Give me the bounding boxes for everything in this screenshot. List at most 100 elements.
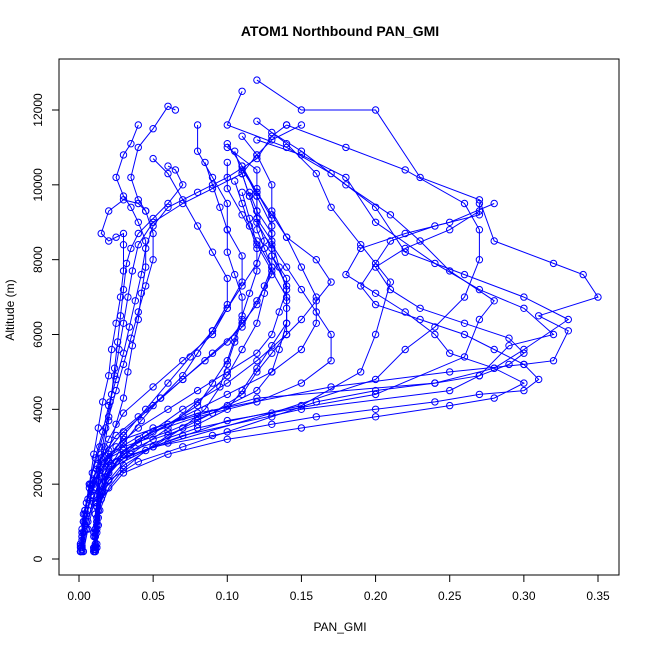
data-point (223, 304, 232, 312)
data-point (78, 545, 86, 554)
data-point (260, 237, 269, 245)
data-point (253, 300, 261, 309)
data-point (179, 372, 187, 380)
data-point (193, 420, 202, 428)
data-point (134, 199, 143, 208)
data-point (535, 375, 543, 384)
data-point (475, 315, 484, 324)
data-point (253, 226, 261, 234)
data-point (201, 357, 209, 365)
data-point (193, 386, 202, 395)
data-point (342, 143, 350, 152)
data-point (342, 270, 350, 279)
data-point (90, 450, 98, 458)
data-point (128, 342, 137, 350)
series-line (80, 79, 599, 552)
data-point (505, 360, 513, 369)
data-point (549, 330, 558, 339)
data-point (81, 506, 89, 515)
data-point (105, 237, 113, 245)
data-point (119, 196, 128, 204)
data-point (490, 345, 498, 354)
data-point (231, 338, 239, 346)
y-axis: 0 2000 4000 6000 8000 10000 12000 (31, 93, 60, 562)
data-point (164, 102, 172, 111)
data-point (431, 398, 439, 406)
data-point (297, 315, 306, 324)
flight-profile-series (91, 121, 306, 554)
data-point (91, 454, 100, 462)
data-point (119, 439, 128, 447)
data-point (112, 375, 120, 384)
data-point (386, 237, 395, 245)
data-point (253, 244, 261, 253)
data-point (193, 413, 202, 421)
x-tick-label: 0.20 (364, 589, 388, 603)
data-point (112, 420, 120, 428)
data-point (119, 319, 128, 327)
data-point (253, 349, 261, 357)
data-point (208, 173, 217, 182)
data-point (223, 140, 232, 148)
data-point (371, 390, 380, 399)
data-point (268, 413, 276, 421)
data-point (253, 364, 261, 372)
data-point (275, 308, 283, 316)
data-point (327, 330, 335, 339)
data-point (260, 244, 269, 253)
data-point (401, 248, 409, 256)
data-point (564, 315, 572, 324)
data-point (446, 386, 454, 395)
data-point (124, 368, 132, 376)
data-point (268, 342, 276, 350)
data-point (179, 181, 187, 189)
data-point (134, 229, 143, 238)
data-point (94, 424, 103, 432)
series-line (93, 139, 555, 552)
series-line (80, 169, 332, 552)
data-point (193, 401, 202, 410)
data-point (107, 461, 116, 470)
data-point (164, 420, 172, 428)
flight-profile-series (78, 199, 543, 554)
data-point (76, 547, 85, 556)
data-point (401, 166, 409, 174)
data-point (520, 304, 528, 312)
data-point (475, 285, 484, 294)
data-point (127, 244, 135, 253)
data-point (253, 214, 261, 223)
data-point (282, 274, 291, 283)
series-line (94, 147, 288, 548)
data-point (371, 375, 380, 384)
data-point (116, 293, 125, 301)
data-point (386, 285, 395, 294)
flight-profile-series (78, 87, 572, 552)
data-point (282, 319, 291, 327)
data-point (134, 241, 143, 249)
data-point (84, 525, 92, 533)
data-point (223, 435, 232, 443)
data-point (142, 244, 150, 253)
data-point (179, 199, 187, 208)
data-point (431, 222, 439, 230)
data-point (268, 181, 276, 189)
data-point (253, 394, 261, 402)
data-point (99, 487, 107, 496)
data-point (142, 237, 150, 245)
data-point (475, 199, 484, 208)
data-point (549, 259, 558, 268)
data-point (112, 443, 120, 451)
data-point (475, 256, 484, 264)
data-point (100, 443, 108, 451)
data-point (490, 199, 498, 208)
data-point (253, 207, 261, 215)
y-tick-label: 8000 (31, 246, 45, 273)
data-point (416, 173, 424, 182)
data-point (119, 450, 128, 458)
data-point (223, 368, 232, 376)
flight-profile-series (76, 76, 602, 556)
series-line (94, 124, 302, 550)
series-line (96, 165, 332, 548)
flight-profile-series (78, 188, 276, 541)
data-point (223, 274, 232, 283)
